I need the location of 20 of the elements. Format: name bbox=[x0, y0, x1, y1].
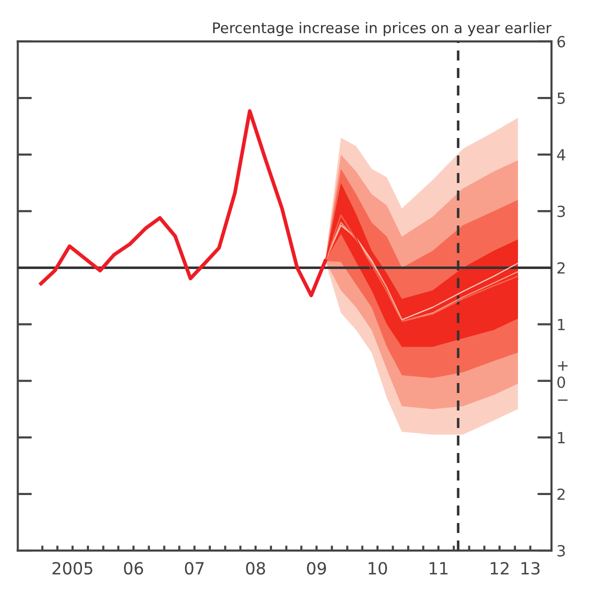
x-tick-label: 08 bbox=[246, 562, 266, 575]
y-tick-label: + 0 − bbox=[557, 361, 568, 401]
x-tick-label: 07 bbox=[184, 562, 204, 575]
x-tick-label: 13 bbox=[522, 562, 540, 575]
x-tick-label: 06 bbox=[124, 562, 144, 575]
x-tick-label: 12 bbox=[490, 562, 508, 574]
x-tick-label: 10 bbox=[368, 562, 387, 575]
y-tick-label: 3 bbox=[558, 545, 565, 557]
y-tick-label: 1 bbox=[558, 432, 565, 444]
x-tick-label: 09 bbox=[307, 562, 326, 575]
chart-title: Percentage increase in prices on a year earlier bbox=[213, 22, 552, 36]
y-tick-label: 4 bbox=[557, 149, 566, 160]
x-tick-label: 2005 bbox=[52, 562, 92, 575]
y-tick-label: 3 bbox=[558, 206, 565, 218]
y-tick-label: 2 bbox=[557, 488, 565, 500]
y-tick-label: 5 bbox=[558, 92, 565, 104]
y-tick-label: 2 bbox=[557, 262, 565, 274]
x-tick-label: 11 bbox=[430, 562, 448, 574]
y-tick-label: 6 bbox=[557, 36, 566, 48]
y-tick-label: 1 bbox=[558, 318, 565, 330]
